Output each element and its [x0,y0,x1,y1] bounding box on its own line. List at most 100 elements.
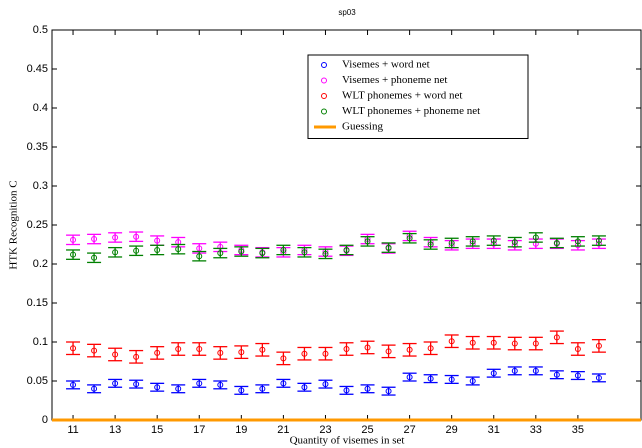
marker [532,340,539,347]
marker [280,355,287,362]
y-tick-label: 0.45 [27,63,48,75]
legend-label: Visemes + word net [342,59,430,71]
x-tick-label: 19 [235,424,247,436]
y-tick-label: 0.5 [33,24,48,36]
marker [469,339,476,346]
marker [91,254,98,261]
marker [238,387,245,394]
legend-marker [321,77,327,84]
legend-box [307,54,529,139]
x-tick-label: 17 [193,424,205,436]
marker [595,342,602,349]
legend-label: WLT phonemes + word net [342,90,462,102]
marker [259,250,266,257]
marker [238,349,245,356]
x-tick-label: 29 [446,424,458,436]
marker [301,249,308,256]
marker [154,237,161,244]
marker [448,239,455,246]
marker [112,234,119,241]
y-tick-label: 0.35 [27,141,48,153]
marker [553,334,560,341]
marker [385,348,392,355]
marker [406,235,413,242]
marker [343,387,350,394]
marker [217,349,224,356]
marker [406,346,413,353]
marker [175,346,182,353]
marker [259,346,266,353]
chart-title: sp03 [338,8,356,17]
x-axis-label: Quantity of visemes in set [290,435,405,447]
marker [322,250,329,257]
y-tick-label: 0.3 [33,180,48,192]
marker [448,338,455,345]
marker [133,233,140,240]
marker [70,236,77,243]
marker [511,340,518,347]
marker [322,350,329,357]
marker [532,367,539,374]
marker [91,236,98,243]
marker [154,246,161,253]
marker [280,246,287,253]
marker [343,346,350,353]
marker [364,238,371,245]
marker [70,381,77,388]
marker [364,344,371,351]
marker [343,246,350,253]
x-tick-label: 31 [488,424,500,436]
marker [112,351,119,358]
marker [133,353,140,360]
marker [427,241,434,248]
legend-label: Visemes + phoneme net [342,74,447,86]
marker [217,250,224,257]
marker [196,253,203,260]
marker [574,346,581,353]
marker [91,385,98,392]
legend-marker [321,62,327,68]
y-axis-label: HTK Recognition C [8,180,20,269]
marker [238,248,245,255]
marker [280,380,287,387]
marker [70,251,77,258]
marker [301,384,308,391]
marker [154,349,161,356]
marker [301,350,308,357]
marker [364,385,371,392]
marker [448,376,455,383]
marker [406,374,413,381]
x-tick-label: 21 [277,424,289,436]
legend-label: WLT phonemes + phoneme net [342,105,480,117]
x-tick-label: 23 [319,424,331,436]
marker [259,385,266,392]
marker [154,384,161,391]
marker [112,380,119,387]
marker [112,249,119,256]
marker [532,234,539,241]
marker [196,346,203,353]
marker [595,374,602,381]
marker [553,371,560,378]
marker [196,380,203,387]
legend-marker [321,93,327,99]
x-tick-label: 27 [403,424,415,436]
marker [133,247,140,254]
marker [322,381,329,388]
marker [469,378,476,384]
x-tick-label: 13 [109,424,121,436]
y-tick-label: 0.1 [33,336,48,348]
marker [385,244,392,251]
marker [574,238,581,245]
marker [469,238,476,245]
x-tick-label: 25 [361,424,373,436]
y-tick-label: 0.2 [33,258,48,270]
marker [511,239,518,246]
marker [553,239,560,246]
legend-label: Guessing [342,121,383,133]
x-tick-label: 15 [151,424,163,436]
marker [490,370,497,377]
y-tick-label: 0.25 [27,219,48,231]
marker [385,388,392,395]
